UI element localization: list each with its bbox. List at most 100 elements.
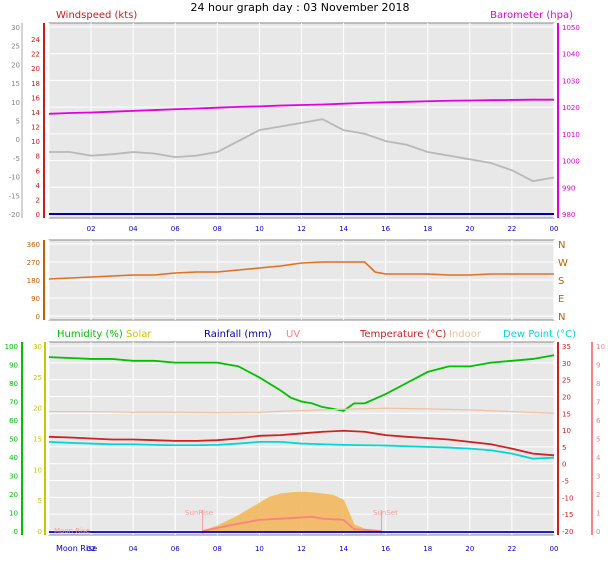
tick-label-windspeed: 8 [36, 153, 40, 161]
x-tick-label: 00 [550, 225, 559, 233]
legend-item: Humidity (%) [57, 329, 123, 340]
tick-label-windspeed: 2 [36, 196, 40, 204]
tick-label-temperature: 5 [562, 444, 566, 452]
series-line [48, 429, 555, 457]
tick-label-windspeed: 24 [31, 36, 40, 44]
tick-label-barometer: 1050 [562, 24, 580, 32]
x-tick-label: 10 [255, 225, 264, 233]
tick-label-outer-left: -10 [9, 174, 20, 182]
tick-label-solar: 0 [38, 528, 42, 536]
tick-label-temperature: -20 [562, 528, 573, 536]
tick-label-solar: 30 [33, 343, 42, 351]
tick-label-outer-left: 25 [11, 43, 20, 51]
tick-label-humidity: 60 [9, 417, 18, 425]
tick-label-barometer: 980 [562, 211, 575, 219]
tick-label-temperature: 10 [562, 427, 571, 435]
tick-label-windspeed: 4 [36, 182, 41, 190]
moon-rise-label: Moon Rise [54, 527, 90, 535]
tick-label-temperature: 25 [562, 377, 571, 385]
tick-label-barometer: 1020 [562, 104, 580, 112]
tick-label-solar: 20 [33, 405, 42, 413]
tick-label-temperature: -15 [562, 511, 573, 519]
tick-label-humidity: 90 [9, 362, 18, 370]
tick-label-uv: 3 [596, 473, 600, 481]
panel-temp-humidity: Humidity (%) Solar Rainfall (mm) UV Temperat… [5, 329, 605, 553]
tick-label-windspeed: 18 [31, 80, 40, 88]
series-line [49, 118, 555, 183]
x-tick-label: 22 [507, 545, 516, 553]
tick-label-solar: 10 [33, 466, 42, 474]
tick-label-windspeed: 12 [31, 124, 40, 132]
tick-label-humidity: 80 [9, 380, 18, 388]
tick-label-uv: 9 [596, 362, 600, 370]
tick-label-windspeed: 10 [31, 138, 40, 146]
x-tick-label: 04 [129, 225, 138, 233]
legend-item: Solar [126, 329, 152, 340]
tick-label-temperature: 30 [562, 360, 571, 368]
x-tick-label: 00 [550, 545, 559, 553]
tick-label-solar: 15 [33, 436, 42, 444]
x-tick-label: 12 [297, 225, 306, 233]
tick-label-uv: 5 [596, 436, 600, 444]
tick-label-uv: 6 [596, 417, 601, 425]
tick-label-windspeed: 14 [31, 109, 40, 117]
tick-label-outer-left: 0 [16, 136, 20, 144]
tick-label-barometer: 1030 [562, 77, 580, 85]
x-tick-label: 02 [87, 545, 96, 553]
tick-label-barometer: 990 [562, 184, 575, 192]
tick-label-direction: 90 [31, 295, 40, 303]
tick-label-outer-left: 5 [16, 118, 20, 126]
sunrise-label: SunRise [185, 509, 213, 517]
x-tick-label: 18 [423, 225, 432, 233]
tick-label-outer-left: -15 [9, 192, 20, 200]
x-tick-label: 18 [423, 545, 432, 553]
x-tick-label: 08 [213, 225, 222, 233]
x-tick-label: 16 [381, 545, 390, 553]
tick-label-solar: 25 [33, 374, 42, 382]
tick-label-outer-left: -5 [13, 155, 20, 163]
tick-label-windspeed: 0 [36, 211, 40, 219]
x-tick-label: 10 [255, 545, 264, 553]
tick-label-outer-left: 15 [11, 80, 20, 88]
tick-label-outer-left: 30 [11, 24, 20, 32]
tick-label-direction: 360 [27, 241, 40, 249]
moon-rise-label-bottom: Moon Rise [56, 544, 97, 553]
sunset-label: SunSet [373, 509, 398, 517]
tick-label-humidity: 70 [9, 399, 18, 407]
tick-label-direction: 0 [36, 313, 40, 321]
barometer-axis-label: Barometer (hpa) [490, 10, 573, 21]
legend-item: Temperature (°C) [359, 329, 446, 340]
tick-label-uv: 4 [596, 454, 601, 462]
x-tick-label: 02 [87, 225, 96, 233]
legend-item: Indoor [449, 329, 482, 340]
tick-label-humidity: 20 [9, 491, 18, 499]
tick-label-outer-left: 20 [11, 61, 20, 69]
tick-label-uv: 8 [596, 380, 600, 388]
tick-label-windspeed: 16 [31, 94, 40, 102]
tick-label-windspeed: 6 [36, 167, 41, 175]
compass-label: W [558, 258, 568, 269]
tick-label-humidity: 0 [14, 528, 18, 536]
series-line [48, 261, 554, 280]
legend-item: Rainfall (mm) [204, 329, 272, 340]
series-line [48, 354, 555, 412]
x-tick-label: 12 [297, 545, 306, 553]
x-tick-label: 08 [213, 545, 222, 553]
tick-label-windspeed: 22 [31, 51, 40, 59]
tick-label-uv: 1 [596, 510, 600, 518]
tick-label-humidity: 100 [5, 343, 18, 351]
tick-label-outer-left: 10 [11, 99, 20, 107]
x-tick-label: 16 [381, 225, 390, 233]
windspeed-axis-label: Windspeed (kts) [56, 10, 137, 21]
tick-label-humidity: 50 [9, 436, 18, 444]
legend-item: UV [286, 329, 300, 340]
x-tick-label: 20 [465, 545, 474, 553]
tick-label-humidity: 40 [9, 454, 18, 462]
tick-label-temperature: -10 [562, 494, 573, 502]
tick-label-temperature: 20 [562, 393, 571, 401]
x-tick-label: 14 [339, 545, 348, 553]
x-tick-label: 04 [129, 545, 138, 553]
x-tick-label: 06 [171, 225, 180, 233]
tick-label-direction: 180 [27, 277, 40, 285]
